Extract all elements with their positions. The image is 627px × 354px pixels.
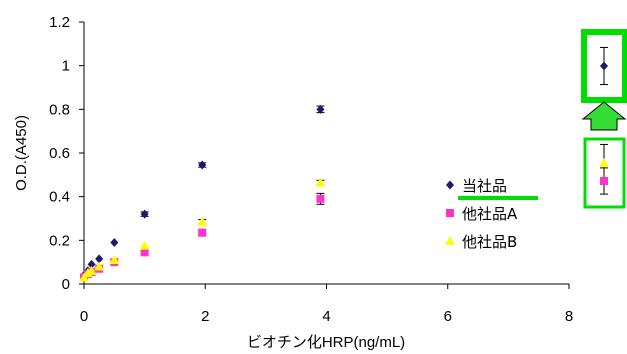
data-point (86, 265, 97, 275)
series-triangle (79, 177, 326, 282)
y-tick-label: 0.4 (49, 189, 70, 206)
y-tick-label: 0.6 (49, 145, 70, 162)
data-point (109, 254, 120, 264)
y-tick-label: 0 (62, 276, 70, 293)
y-tick-label: 0.8 (49, 101, 70, 118)
x-tick-label: 0 (80, 308, 88, 325)
plot-area (79, 104, 326, 282)
series-square (80, 192, 325, 282)
data-point (315, 177, 326, 187)
data-point (316, 104, 325, 114)
data-point (94, 261, 105, 271)
x-tick-label: 8 (565, 308, 573, 325)
series-diamond (80, 104, 325, 280)
legend-marker (446, 180, 454, 190)
data-point (140, 248, 149, 257)
comparison-panel (581, 29, 627, 209)
highlight-box-bottom (583, 137, 626, 209)
x-axis-title: ビオチン化HRP(ng/mL) (247, 334, 405, 351)
data-point (95, 254, 104, 264)
legend-marker (445, 236, 455, 245)
y-tick-label: 0.2 (49, 232, 70, 249)
x-tick-label: 2 (201, 308, 209, 325)
y-axis-ticks: 0 0.2 0.4 0.6 0.8 1 1.2 (49, 14, 84, 293)
legend-marker (446, 209, 454, 217)
y-tick-label: 1 (62, 58, 70, 75)
data-point (140, 209, 149, 219)
data-point (139, 240, 150, 250)
side-data-point (599, 158, 609, 167)
up-arrow-icon (581, 101, 627, 131)
side-data-point (600, 61, 608, 71)
y-tick-label: 1.2 (49, 14, 70, 31)
side-data-point (600, 177, 608, 185)
data-point (198, 228, 207, 237)
x-tick-label: 4 (322, 308, 330, 325)
data-point (316, 194, 325, 203)
highlight-box-top (581, 29, 627, 103)
x-tick-label: 6 (444, 308, 452, 325)
legend-label: 当社品 (462, 177, 507, 195)
x-axis-ticks: 0 2 4 6 8 (80, 284, 573, 325)
y-axis-title: O.D.(A450) (13, 115, 30, 191)
legend-label: 他社品B (462, 233, 517, 251)
data-point (110, 238, 119, 248)
legend-label: 他社品A (462, 205, 518, 223)
data-point (87, 259, 96, 269)
data-point (198, 160, 207, 170)
data-point (197, 216, 208, 226)
